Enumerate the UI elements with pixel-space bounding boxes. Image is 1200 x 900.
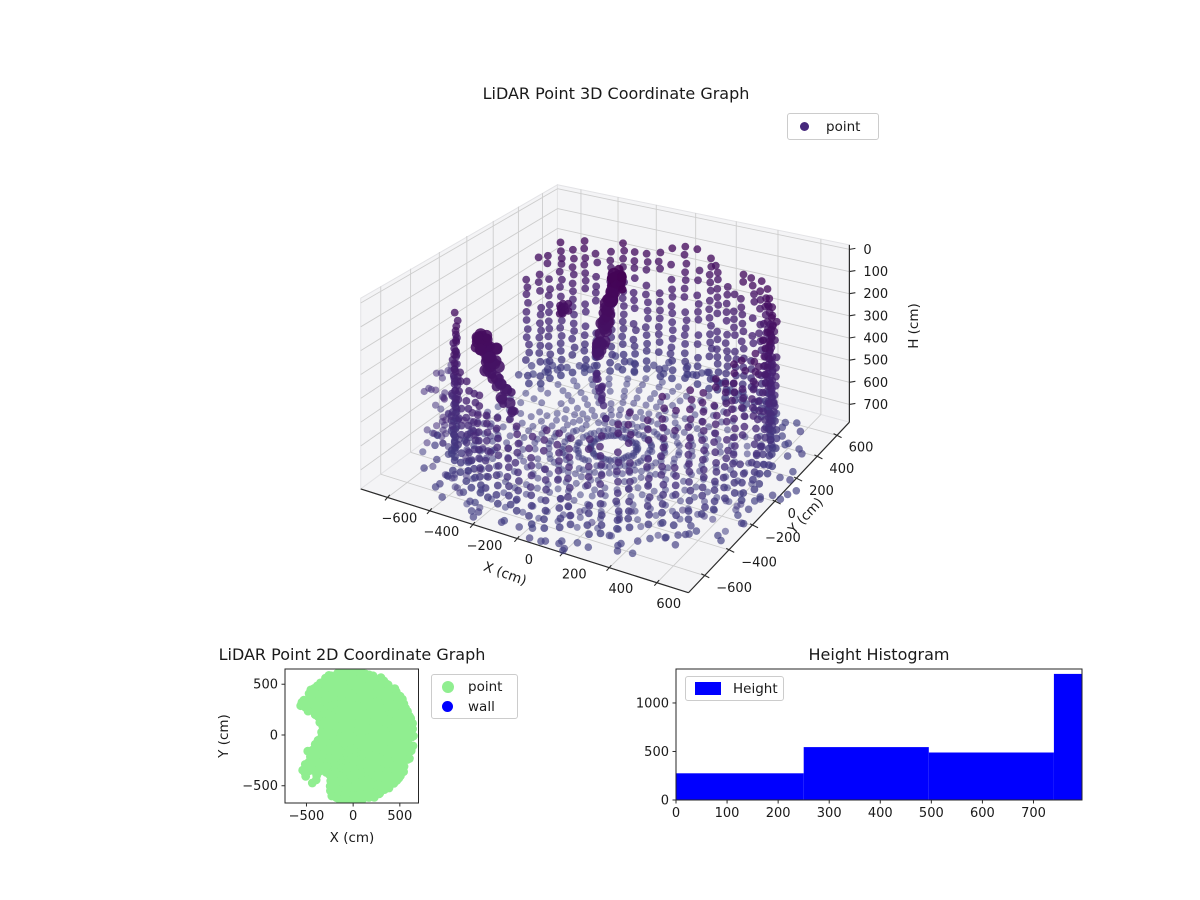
svg-text:−200: −200 <box>765 531 801 546</box>
svg-text:−200: −200 <box>467 539 503 554</box>
svg-text:−600: −600 <box>382 512 418 527</box>
svg-text:−400: −400 <box>424 525 460 540</box>
svg-text:500: 500 <box>644 745 669 760</box>
plot2d-xlabel: X (cm) <box>329 830 375 846</box>
svg-text:100: 100 <box>863 265 888 280</box>
plot3d-zlabel: H (cm) <box>906 303 922 349</box>
legend-label: point <box>826 118 861 135</box>
svg-text:700: 700 <box>863 398 888 413</box>
legend-label: Height <box>733 680 778 697</box>
svg-text:400: 400 <box>863 332 888 347</box>
point-marker-icon <box>800 122 809 131</box>
legend-entry-point: point <box>432 677 517 697</box>
plot3d-title: LiDAR Point 3D Coordinate Graph <box>482 84 750 103</box>
histogram-bars <box>676 673 1082 800</box>
svg-text:500: 500 <box>863 354 888 369</box>
svg-text:400: 400 <box>868 806 893 821</box>
svg-text:200: 200 <box>863 287 888 302</box>
svg-text:−400: −400 <box>741 555 777 570</box>
svg-text:200: 200 <box>809 484 834 499</box>
wall-marker-icon <box>442 701 453 712</box>
histogram-axes: 0 100 200 300 400 500 600 700 0 500 1000 <box>636 668 1083 821</box>
svg-text:−500: −500 <box>242 779 278 794</box>
legend-label: wall <box>468 698 495 715</box>
svg-text:700: 700 <box>1021 806 1046 821</box>
svg-text:0: 0 <box>525 553 533 568</box>
plot2d-title: LiDAR Point 2D Coordinate Graph <box>218 645 486 664</box>
svg-text:300: 300 <box>863 309 888 324</box>
plot2d-axes: −500 0 500 500 0 −500 <box>242 668 419 824</box>
svg-text:0: 0 <box>270 728 278 743</box>
plot2d-ylabel: Y (cm) <box>216 714 232 758</box>
svg-text:−500: −500 <box>289 809 325 824</box>
svg-text:500: 500 <box>253 678 278 693</box>
plot3d-axes: −600 −400 −200 0 200 400 600 −600 −400 −200 0 200 40… <box>359 183 889 612</box>
plot3d-tick-labels: −600 −400 −200 0 200 400 600 −600 −400 −200 0 200 40… <box>382 243 889 612</box>
svg-text:300: 300 <box>817 806 842 821</box>
legend-entry-height: Height <box>686 679 783 699</box>
plot2d-legend: point wall <box>431 674 518 719</box>
svg-text:1000: 1000 <box>636 696 669 711</box>
plot3d-legend: point <box>787 113 879 140</box>
histogram-title: Height Histogram <box>808 645 950 664</box>
histogram-ticks: 0 100 200 300 400 500 600 700 0 500 1000 <box>636 696 1046 821</box>
plot3d-spines <box>360 244 856 594</box>
plot2d-points <box>296 669 418 803</box>
svg-text:200: 200 <box>766 806 791 821</box>
svg-text:400: 400 <box>609 582 634 597</box>
svg-text:500: 500 <box>919 806 944 821</box>
svg-text:600: 600 <box>656 597 681 612</box>
svg-text:−600: −600 <box>716 581 752 596</box>
legend-entry-wall: wall <box>432 697 517 717</box>
height-swatch-icon <box>695 682 721 695</box>
point-marker-icon <box>442 680 454 693</box>
svg-text:600: 600 <box>863 376 888 391</box>
histogram-legend: Height <box>685 676 784 701</box>
svg-text:200: 200 <box>562 567 587 582</box>
svg-text:600: 600 <box>849 441 874 456</box>
svg-text:0: 0 <box>349 809 357 824</box>
svg-text:500: 500 <box>387 809 412 824</box>
svg-text:600: 600 <box>970 806 995 821</box>
svg-text:0: 0 <box>661 794 669 809</box>
plot3d-points <box>419 237 806 558</box>
svg-text:100: 100 <box>715 806 740 821</box>
svg-text:400: 400 <box>829 462 854 477</box>
legend-label: point <box>468 678 503 695</box>
svg-text:0: 0 <box>863 243 871 258</box>
svg-text:0: 0 <box>788 507 796 522</box>
svg-text:0: 0 <box>672 806 680 821</box>
legend-entry-point: point <box>788 117 878 137</box>
plot2d-ticks: −500 0 500 500 0 −500 <box>242 678 412 824</box>
